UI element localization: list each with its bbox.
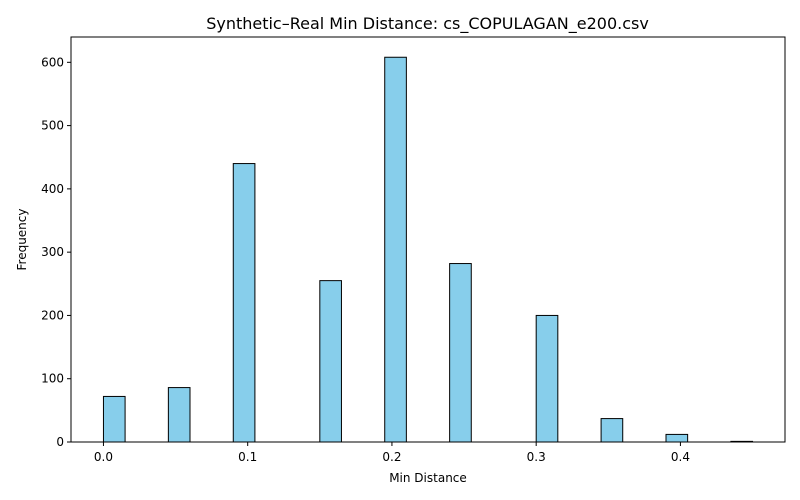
y-axis-label: Frequency: [15, 209, 29, 271]
x-tick-label: 0.0: [94, 450, 113, 464]
x-axis-label: Min Distance: [389, 471, 467, 485]
histogram-bar: [319, 280, 342, 443]
histogram-bar: [102, 395, 126, 443]
histogram-bar: [665, 433, 689, 443]
y-tick-label: 200: [41, 308, 64, 322]
x-tick-label: 0.3: [527, 450, 546, 464]
y-tick-label: 500: [41, 119, 64, 133]
histogram-bar: [167, 387, 191, 443]
y-tick-label: 100: [41, 372, 64, 386]
x-tick-label: 0.4: [671, 450, 690, 464]
histogram-bar: [384, 56, 407, 443]
x-axis-ticks: 0.0 0.1 0.2 0.3 0.4: [94, 442, 690, 464]
histogram-bar: [449, 263, 472, 443]
y-tick-label: 600: [41, 55, 64, 69]
histogram-bar: [600, 418, 624, 443]
y-tick-label: 300: [41, 245, 64, 259]
x-tick-label: 0.1: [238, 450, 257, 464]
y-tick-label: 0: [56, 435, 64, 449]
x-tick-label: 0.2: [382, 450, 401, 464]
y-tick-label: 400: [41, 182, 64, 196]
bars-group: [102, 56, 754, 443]
y-axis-ticks: 0 100 200 300 400 500 600: [41, 55, 71, 449]
histogram-bar: [535, 314, 559, 443]
plot-frame: [70, 36, 786, 443]
histogram-bar: [232, 163, 256, 443]
chart-title: Synthetic–Real Min Distance: cs_COPULAGA…: [206, 14, 649, 34]
